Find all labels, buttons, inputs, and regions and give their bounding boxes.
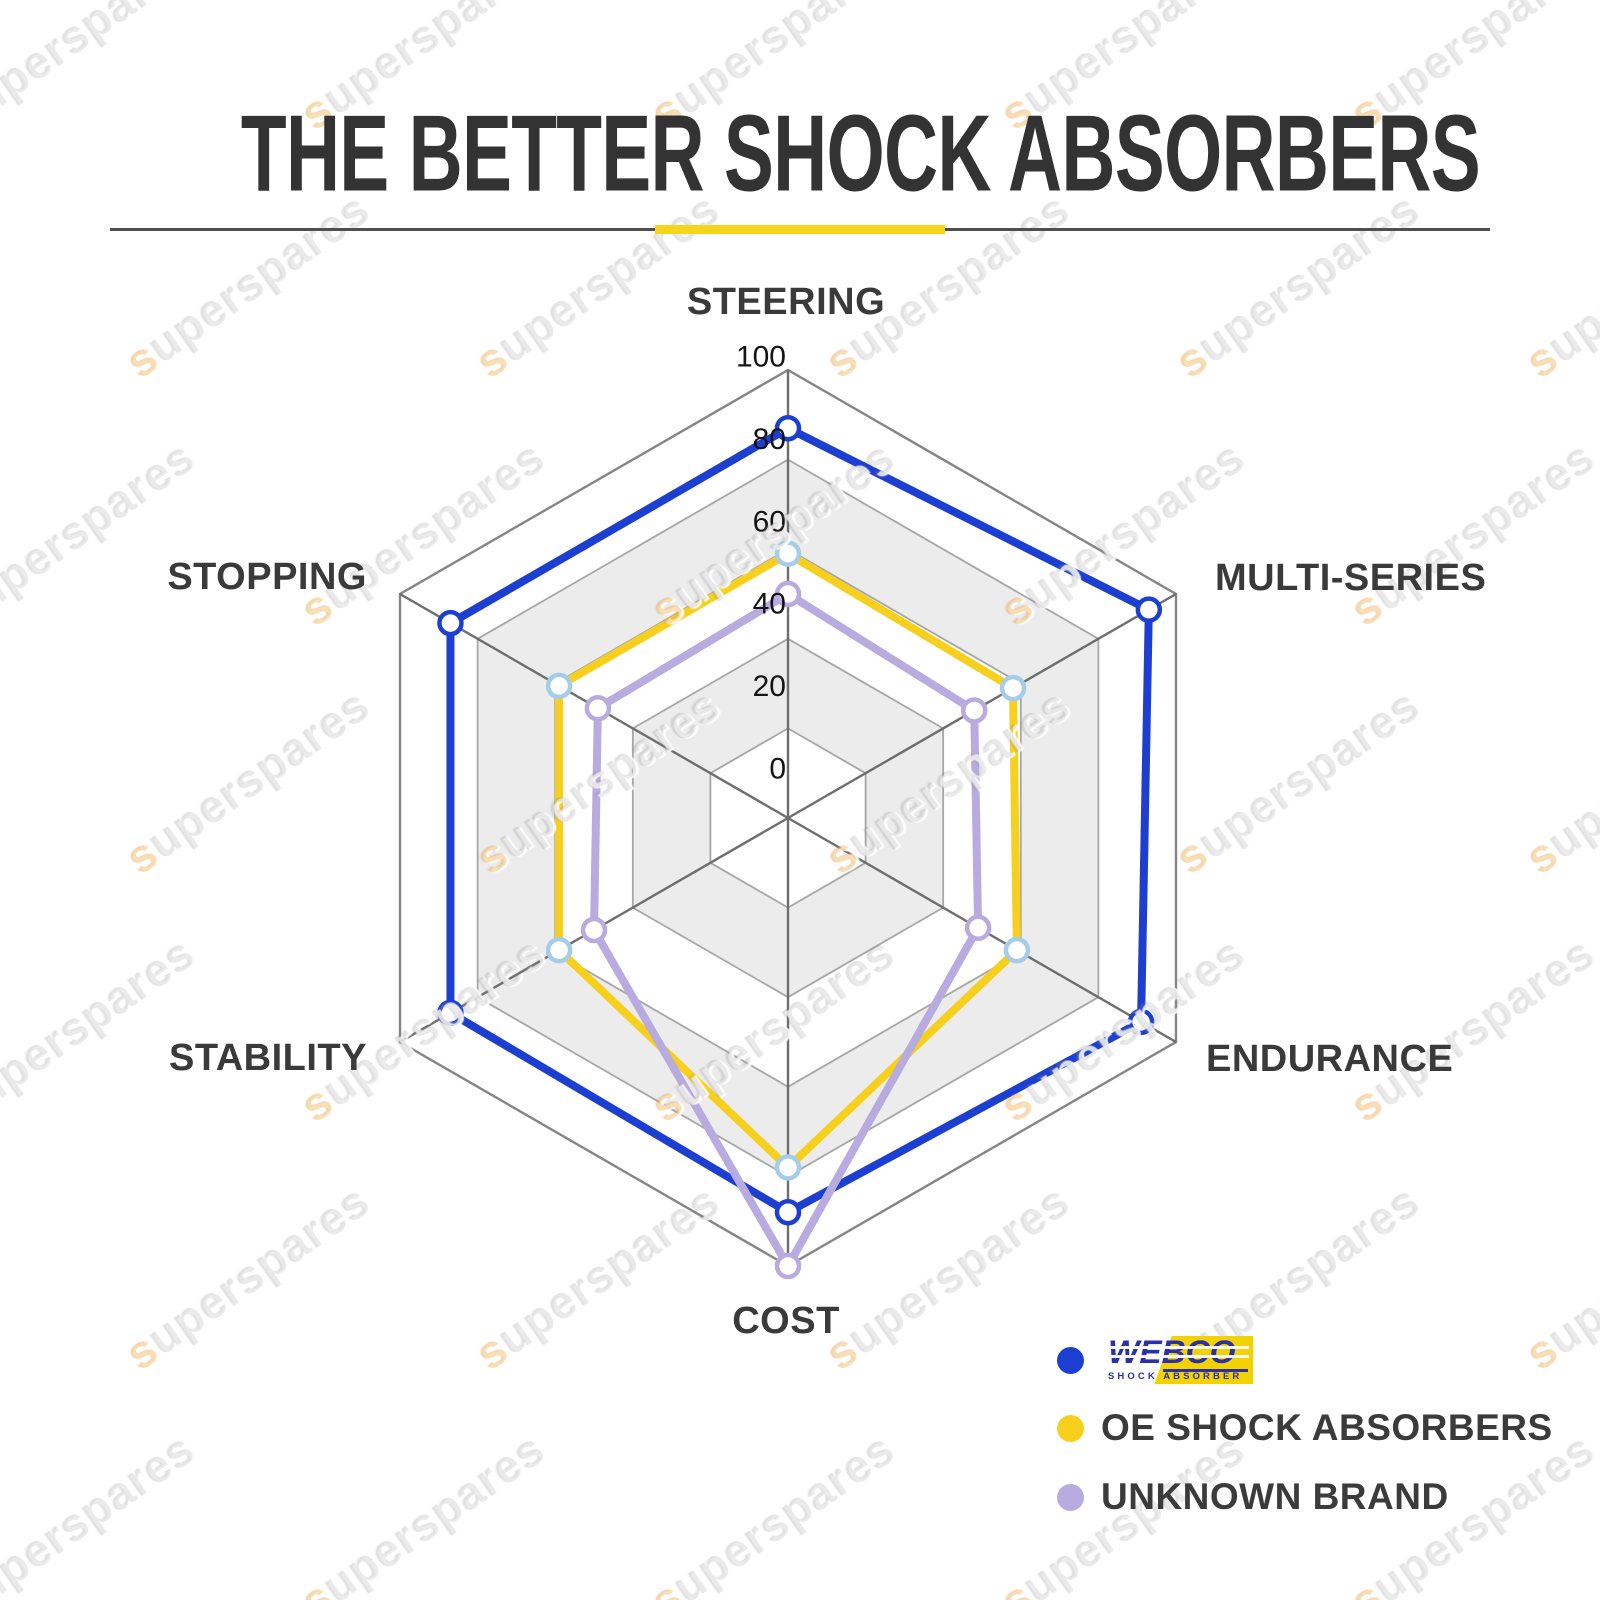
axis-label-stability: STABILITY — [168, 1037, 367, 1079]
data-point-marker — [437, 609, 464, 637]
legend-item-webco: WEBCO SHOCK ABSORBER — [1057, 1334, 1253, 1386]
legend-item-unknown: UNKNOWN BRAND — [1057, 1475, 1449, 1519]
data-point-marker — [545, 672, 573, 700]
axis-label-cost: COST — [732, 1300, 840, 1342]
data-point-marker — [437, 999, 464, 1027]
data-point-marker — [960, 697, 988, 724]
webco-logo-subtext: SHOCK ABSORBER — [1108, 1371, 1243, 1382]
legend-label-oe: OE SHOCK ABSORBERS — [1101, 1407, 1553, 1448]
header: THE BETTER SHOCK ABSORBERS — [0, 96, 1600, 213]
data-point-marker — [774, 580, 802, 608]
tick-label: 60 — [753, 505, 786, 538]
webco-logo-stripe — [1105, 1346, 1249, 1349]
axis-label-endurance: ENDURANCE — [1206, 1038, 1454, 1080]
data-point-marker — [774, 540, 802, 567]
title-divider — [110, 225, 1490, 234]
data-point-marker — [584, 694, 612, 722]
axis-label-steering: STEERING — [686, 281, 886, 323]
webco-logo-wordmark: WEBCO — [1108, 1336, 1236, 1370]
legend-dot-unknown — [1057, 1483, 1084, 1511]
webco-logo: WEBCO SHOCK ABSORBER — [1101, 1336, 1253, 1384]
data-point-marker — [1003, 936, 1031, 964]
axis-label-multi-series: MULTI-SERIES — [1215, 557, 1487, 599]
data-point-marker — [1135, 596, 1163, 623]
page-title: THE BETTER SHOCK ABSORBERS — [240, 93, 1481, 215]
legend-dot-oe — [1057, 1414, 1084, 1442]
tick-label: 100 — [736, 341, 786, 374]
data-point-marker — [545, 936, 573, 964]
tick-label: 0 — [769, 753, 786, 786]
webco-logo-stripe — [1105, 1355, 1249, 1358]
data-point-marker — [999, 674, 1027, 702]
data-point-marker — [774, 1154, 802, 1181]
data-point-marker — [964, 914, 992, 942]
data-point-marker — [774, 1252, 802, 1280]
data-point-marker — [774, 1198, 802, 1226]
data-point-marker — [774, 414, 802, 442]
axis-label-stopping: STOPPING — [167, 556, 367, 598]
legend-label-unknown: UNKNOWN BRAND — [1101, 1476, 1449, 1517]
data-point-marker — [1127, 1008, 1155, 1036]
title-divider-accent — [655, 225, 945, 234]
webco-logo-underline — [1163, 1369, 1248, 1372]
legend-item-oe: OE SHOCK ABSORBERS — [1057, 1406, 1553, 1450]
tick-label: 80 — [753, 423, 786, 456]
legend-dot-webco — [1057, 1346, 1084, 1374]
data-point-marker — [580, 916, 608, 944]
tick-label: 20 — [753, 670, 786, 703]
tick-label: 40 — [753, 588, 786, 621]
